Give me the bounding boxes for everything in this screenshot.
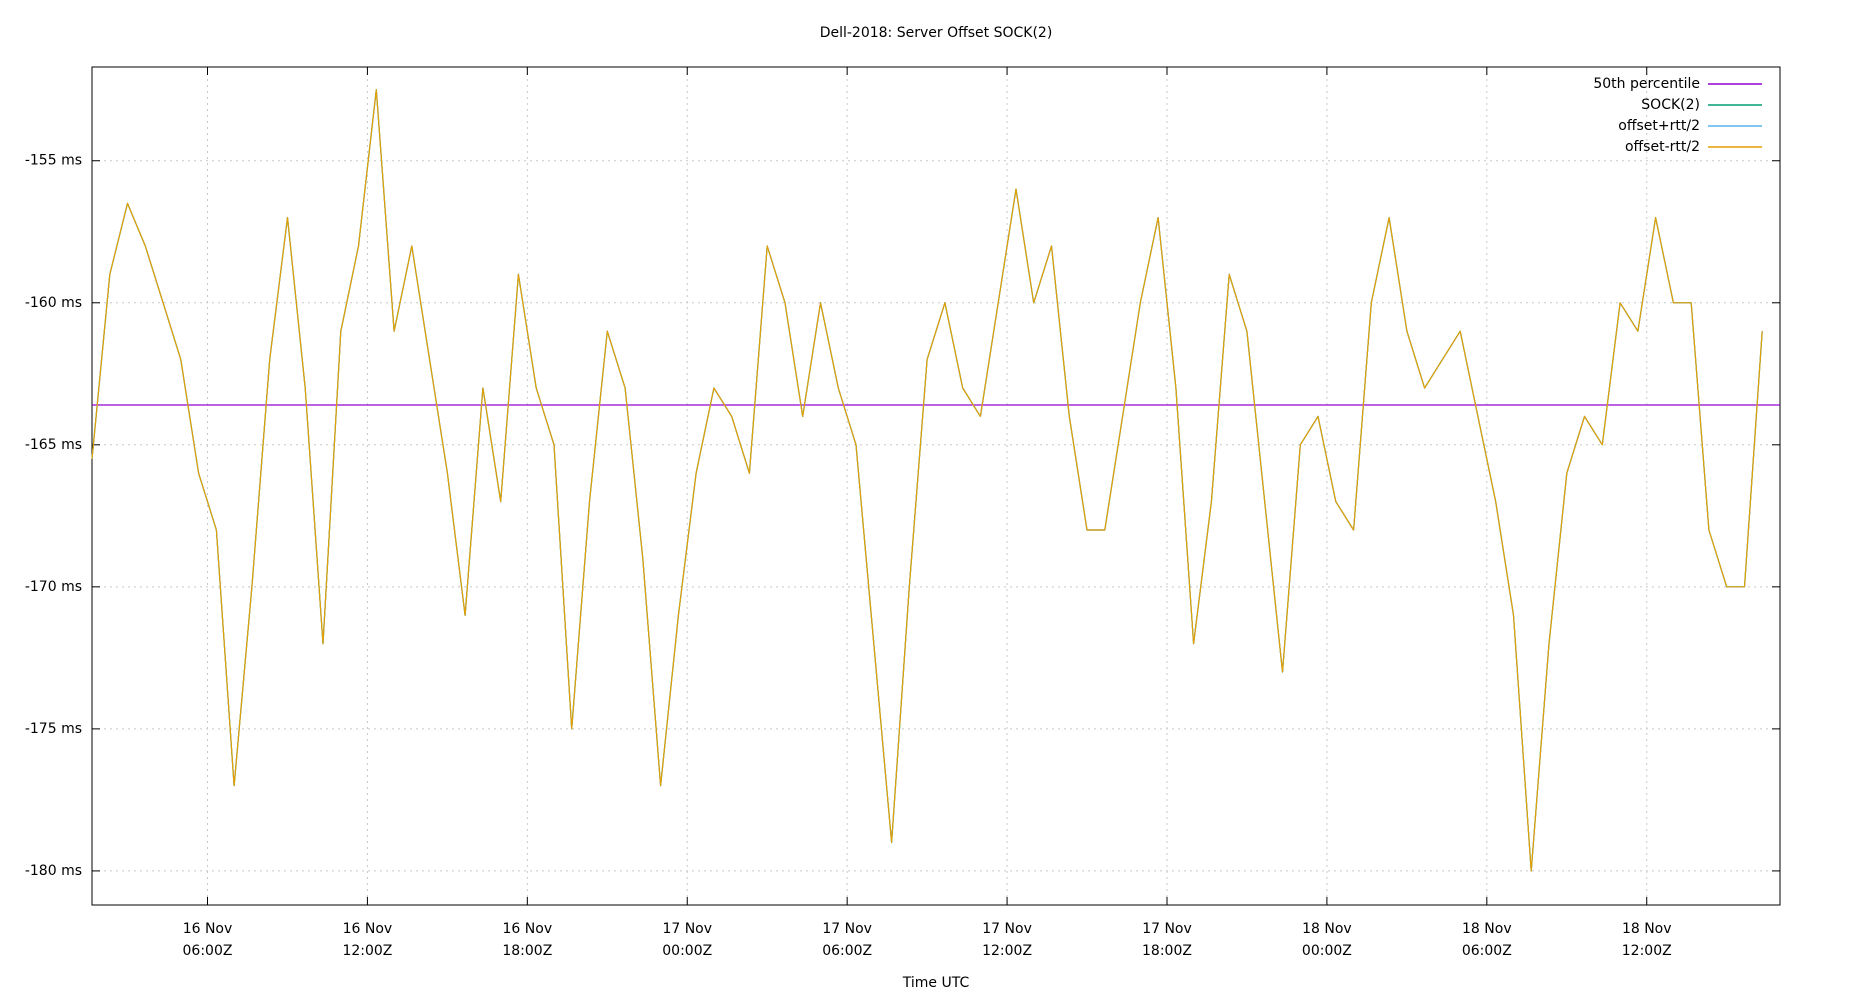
x-tick-label: 16 Nov 18:00Z	[502, 921, 552, 959]
y-tick-label: -165 ms	[25, 437, 82, 453]
y-tick-label: -160 ms	[25, 295, 82, 311]
chart-title: Dell-2018: Server Offset SOCK(2)	[820, 25, 1053, 41]
x-tick-label: 16 Nov 12:00Z	[342, 921, 392, 959]
series-line	[91, 89, 1763, 872]
legend-label: 50th percentile	[1593, 76, 1700, 92]
legend-label: offset-rtt/2	[1625, 139, 1700, 155]
series-line	[91, 89, 1763, 872]
y-tick-label: -155 ms	[25, 153, 82, 169]
x-tick-label: 18 Nov 12:00Z	[1622, 921, 1672, 959]
x-tick-label: 18 Nov 00:00Z	[1302, 921, 1352, 959]
x-tick-label: 18 Nov 06:00Z	[1462, 921, 1512, 959]
series-line	[91, 89, 1763, 872]
x-tick-label: 17 Nov 06:00Z	[822, 921, 872, 959]
x-tick-label: 17 Nov 18:00Z	[1142, 921, 1192, 959]
y-tick-label: -170 ms	[25, 579, 82, 595]
x-axis-title: Time UTC	[902, 975, 970, 991]
y-tick-label: -180 ms	[25, 863, 82, 879]
legend-label: SOCK(2)	[1641, 97, 1700, 113]
y-tick-label: -175 ms	[25, 721, 82, 737]
x-tick-label: 17 Nov 00:00Z	[662, 921, 712, 959]
x-tick-label: 16 Nov 06:00Z	[183, 921, 233, 959]
x-tick-label: 17 Nov 12:00Z	[982, 921, 1032, 959]
legend-label: offset+rtt/2	[1618, 118, 1700, 134]
plot-border	[91, 66, 1781, 906]
